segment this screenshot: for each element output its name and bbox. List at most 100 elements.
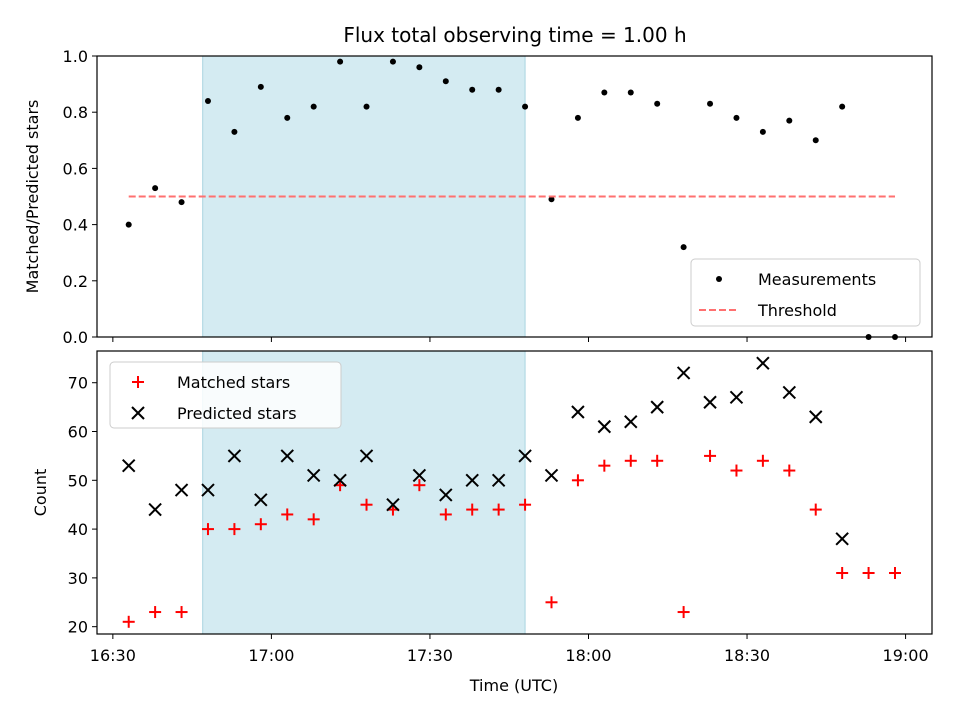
matched-stars-marker xyxy=(439,508,452,521)
count-ylabel: Count xyxy=(31,469,50,517)
predicted-stars-marker xyxy=(280,449,294,463)
predicted-stars-marker xyxy=(782,385,797,400)
predicted-stars-marker xyxy=(201,483,215,497)
matched-stars-marker xyxy=(413,479,426,492)
measurement-point xyxy=(654,100,661,107)
predicted-stars-marker xyxy=(465,473,479,488)
predicted-stars-marker xyxy=(491,473,506,488)
measurement-point xyxy=(786,117,793,124)
measurement-point xyxy=(178,199,185,206)
measurement-point xyxy=(548,196,555,203)
matched-stars-marker xyxy=(651,454,664,467)
measurement-point xyxy=(257,83,264,90)
predicted-stars-marker xyxy=(386,497,400,512)
measurement-point xyxy=(204,97,211,104)
legend-box xyxy=(690,258,921,327)
predicted-stars-marker xyxy=(571,405,585,419)
predicted-stars-marker xyxy=(254,493,268,507)
matched-stars-marker xyxy=(360,498,373,511)
predicted-stars-marker xyxy=(624,415,638,429)
measurement-point xyxy=(707,100,714,107)
predicted-stars-marker xyxy=(729,390,744,405)
measurement-point xyxy=(522,103,529,110)
predicted-stars-marker xyxy=(412,468,427,483)
y-tick-label: 0.6 xyxy=(63,159,88,178)
predicted-stars-marker xyxy=(333,473,347,488)
measurement-point xyxy=(363,103,370,110)
matched-stars-marker xyxy=(175,606,188,619)
y-tick-label: 1.0 xyxy=(63,47,88,66)
measurement-point xyxy=(310,103,317,110)
measurement-point xyxy=(231,128,238,135)
matched-stars-marker xyxy=(677,606,690,619)
predicted-stars-marker xyxy=(544,468,559,483)
matched-stars-marker xyxy=(783,464,796,477)
matched-stars-marker xyxy=(704,449,717,462)
measurement-point xyxy=(152,185,159,192)
y-tick-label: 0.0 xyxy=(63,328,88,347)
predicted-stars-marker xyxy=(703,395,717,409)
matched-stars-marker xyxy=(571,474,584,487)
x-tick-label: 16:30 xyxy=(90,646,136,665)
measurement-point xyxy=(733,114,740,121)
matched-stars-marker xyxy=(228,523,241,536)
measurement-point xyxy=(469,86,476,93)
x-tick-label: 18:30 xyxy=(724,646,770,665)
legend-plus-marker xyxy=(132,376,144,388)
legend-box xyxy=(109,361,342,429)
legend-label: Threshold xyxy=(757,301,837,320)
measurement-point xyxy=(812,137,819,144)
matched-stars-marker xyxy=(889,567,902,580)
x-tick-label: 17:00 xyxy=(248,646,294,665)
predicted-stars-marker xyxy=(650,400,664,414)
measurement-point xyxy=(389,58,396,65)
ratio-panel-frame xyxy=(96,55,933,338)
chart-title: Flux total observing time = 1.00 h xyxy=(343,23,686,47)
legend-dot-marker xyxy=(716,276,722,282)
y-tick-label: 30 xyxy=(68,569,88,588)
measurement-point xyxy=(574,114,581,121)
measurement-point xyxy=(839,103,846,110)
predicted-stars-marker xyxy=(148,502,162,517)
predicted-stars-marker xyxy=(122,458,136,473)
matched-stars-marker xyxy=(836,567,849,580)
matched-stars-marker xyxy=(122,615,135,628)
matched-stars-marker xyxy=(201,523,214,536)
legend-x-marker xyxy=(131,406,145,420)
matched-stars-marker xyxy=(492,503,505,516)
y-tick-label: 0.4 xyxy=(63,216,88,235)
measurement-point xyxy=(759,128,766,135)
y-tick-label: 70 xyxy=(68,374,88,393)
matched-stars-marker xyxy=(519,498,532,511)
legend-label: Matched stars xyxy=(177,373,290,392)
predicted-stars-marker xyxy=(439,488,453,502)
measurement-point xyxy=(284,114,291,121)
count-panel: 20 30 40 50 60 70 16:30 17:00 17:30 18:00 18:30 19:… xyxy=(31,350,933,695)
y-tick-label: 50 xyxy=(68,471,88,490)
predicted-stars-marker xyxy=(518,449,532,463)
measurement-point xyxy=(442,78,449,85)
ratio-panel: 0.0 0.2 0.4 0.6 0.8 1.0 Matched/Predicted sta… xyxy=(23,47,933,347)
legend-label: Predicted stars xyxy=(177,404,297,423)
matched-stars-marker xyxy=(809,503,822,516)
measurement-point xyxy=(495,86,502,93)
predicted-stars-marker xyxy=(676,366,691,380)
matched-stars-marker xyxy=(281,508,294,521)
predicted-stars-marker xyxy=(835,532,849,546)
measurement-point xyxy=(680,244,687,251)
measurement-point xyxy=(125,221,132,228)
matched-stars-marker xyxy=(545,596,558,609)
matched-stars-marker xyxy=(624,454,637,467)
measurement-point xyxy=(337,58,344,65)
predicted-stars-marker xyxy=(359,449,374,463)
y-tick-label: 20 xyxy=(68,618,88,637)
y-tick-label: 40 xyxy=(68,520,88,539)
predicted-stars-marker xyxy=(597,419,612,434)
matched-stars-marker xyxy=(149,606,162,619)
matched-stars-marker xyxy=(307,513,320,526)
matched-stars-marker xyxy=(756,454,769,467)
predicted-stars-marker xyxy=(306,468,321,483)
x-tick-label: 18:00 xyxy=(565,646,611,665)
ratio-ylabel: Matched/Predicted stars xyxy=(23,100,42,294)
